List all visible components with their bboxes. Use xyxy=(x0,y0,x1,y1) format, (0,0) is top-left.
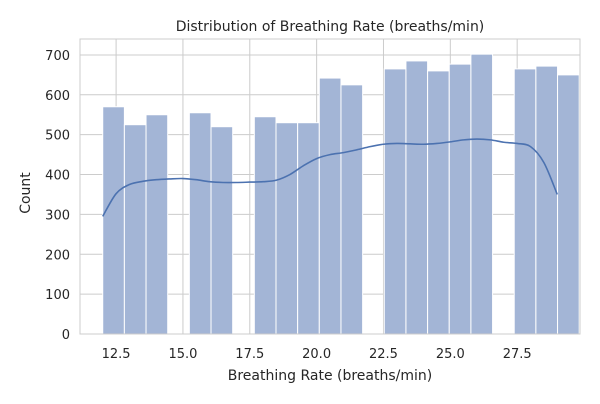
x-axis-label: Breathing Rate (breaths/min) xyxy=(228,368,432,384)
histogram-bar xyxy=(318,77,342,335)
histogram-bar xyxy=(297,122,320,335)
y-tick-label: 200 xyxy=(45,248,70,263)
y-tick-label: 700 xyxy=(45,49,70,64)
histogram-bar xyxy=(535,65,559,335)
histogram-bar xyxy=(340,84,364,335)
x-tick-label: 27.5 xyxy=(503,347,532,362)
x-tick-labels: 12.5 15.0 17.5 20.0 22.5 25.0 27.5 xyxy=(102,347,532,362)
histogram-bar xyxy=(123,124,147,335)
x-tick-label: 20.0 xyxy=(302,347,331,362)
y-tick-label: 100 xyxy=(45,288,70,303)
histogram-bar xyxy=(188,112,212,335)
histogram-bar xyxy=(383,68,407,335)
histogram-bar xyxy=(253,116,277,335)
y-axis-label: Count xyxy=(18,172,34,214)
histogram-bar xyxy=(427,70,450,335)
histogram-bar xyxy=(557,74,580,335)
histogram-bar xyxy=(210,126,234,335)
histogram-bar xyxy=(405,60,429,335)
histogram-bar xyxy=(448,63,472,335)
kde-line xyxy=(102,138,559,217)
histogram-bar xyxy=(145,114,169,335)
histogram-bar xyxy=(513,68,537,335)
chart-title: Distribution of Breathing Rate (breaths/… xyxy=(176,19,485,35)
histogram-bar xyxy=(102,106,125,335)
bars-layer xyxy=(102,53,580,335)
y-tick-label: 0 xyxy=(62,328,70,343)
y-tick-label: 500 xyxy=(45,129,70,144)
x-tick-label: 15.0 xyxy=(168,347,197,362)
y-tick-label: 600 xyxy=(45,89,70,104)
plot-frame xyxy=(79,38,581,335)
y-tick-label: 400 xyxy=(45,169,70,184)
y-tick-label: 300 xyxy=(45,208,70,223)
x-tick-label: 25.0 xyxy=(436,347,465,362)
x-tick-label: 17.5 xyxy=(235,347,264,362)
y-tick-labels: 0 100 200 300 400 500 600 700 xyxy=(45,49,70,343)
x-tick-label: 12.5 xyxy=(102,347,131,362)
x-tick-label: 22.5 xyxy=(369,347,398,362)
histogram-bar xyxy=(275,122,299,335)
histogram-bar xyxy=(470,53,494,335)
